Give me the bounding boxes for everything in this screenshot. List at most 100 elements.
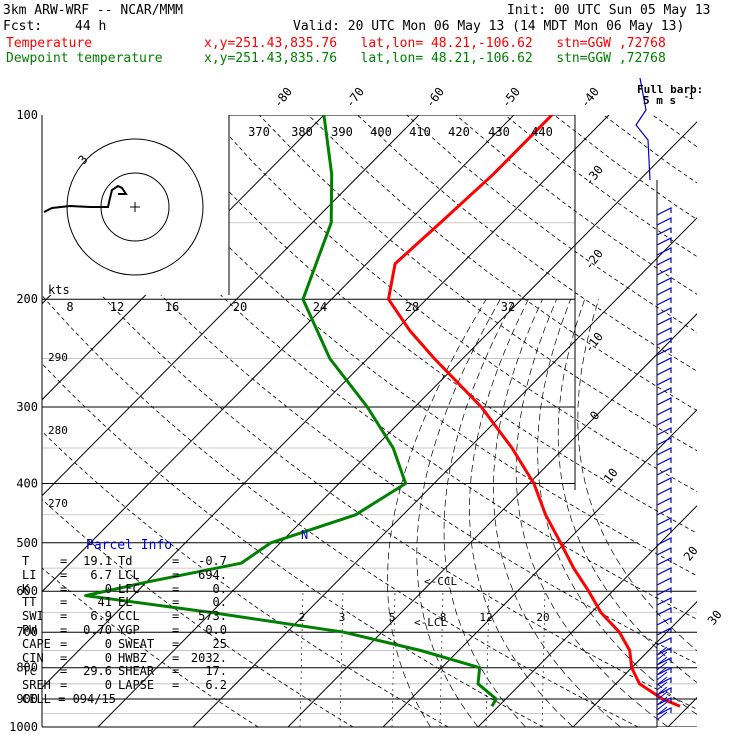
wind-barb (656, 671, 668, 681)
pressure-tick-label: 600 (16, 584, 38, 598)
parcel-equals: = (172, 650, 180, 665)
wind-barb (656, 661, 668, 671)
wind-barb (656, 597, 672, 606)
wind-barb (656, 307, 672, 316)
wind-barb (656, 637, 672, 646)
parcel-label: LAPSE (118, 678, 155, 693)
north-label: N (301, 528, 308, 542)
wind-barb (656, 427, 672, 436)
wind-barb (656, 377, 672, 386)
height-label: 280 (48, 424, 68, 437)
wind-barb (656, 627, 672, 636)
dry-adiabat (258, 115, 697, 452)
height-label: 290 (48, 351, 68, 364)
parcel-label: LCL (118, 567, 140, 582)
isotherm-label: -10 (582, 330, 606, 356)
parcel-value: 0.0 (205, 622, 227, 637)
wind-barb (656, 337, 672, 346)
theta-label: 390 (331, 125, 353, 139)
parcel-value: 0 (104, 678, 112, 693)
parcel-row: SWI = 6.9 CCL = 573. (22, 609, 252, 624)
isotherm-line (42, 115, 420, 497)
dry-adiabat (62, 115, 697, 620)
parcel-equals: = (172, 595, 180, 610)
wind-barb (656, 656, 668, 666)
parcel-value: 0 (104, 650, 112, 665)
parcel-label: CCL (118, 609, 140, 624)
parcel-equals: = (60, 554, 68, 568)
dry-adiabat (111, 115, 697, 577)
parcel-equals: = (60, 622, 68, 637)
parcel-value: 573. (198, 609, 227, 624)
parcel-equals: = (172, 581, 180, 596)
isotherm-line (42, 115, 515, 593)
isotherm-label: -60 (423, 85, 447, 111)
upper-wind-barb (635, 77, 651, 181)
wind-barb (656, 567, 672, 576)
wind-barb (656, 217, 672, 226)
moist-adiabat (387, 299, 487, 727)
wind-barb (656, 701, 668, 711)
wind-barb (656, 447, 672, 456)
wind-barb (656, 397, 672, 406)
isotherm-line (667, 696, 697, 727)
parcel-label: YGP (118, 622, 140, 637)
parcel-label: TT (22, 595, 37, 610)
isotherm-line (192, 217, 697, 727)
parcel-row: TT = 41 EL = 0. (22, 596, 252, 610)
wind-barb (656, 537, 672, 546)
dry-adiabat (42, 155, 697, 665)
wind-barb (656, 387, 672, 396)
wind-barb (656, 587, 672, 596)
parcel-label: CAPE (22, 636, 51, 651)
mixing-ratio-line (391, 591, 396, 727)
parcel-label: LI (22, 567, 37, 582)
parcel-value: 0. (212, 581, 227, 596)
parcel-value: 694. (198, 567, 227, 582)
wind-barb-legend: Full barb: 5 m s -1 (637, 83, 703, 107)
parcel-value: 17. (205, 664, 227, 679)
isotherm-line (287, 313, 697, 727)
barb-legend-superscript: -1 (684, 92, 694, 101)
wind-barb (656, 407, 672, 416)
parcel-value: 2032. (190, 650, 227, 665)
mixing-ratio-label: 12 (479, 611, 492, 624)
wind-barb (656, 687, 672, 696)
isotherm-line (382, 409, 697, 727)
pressure-tick-label: 700 (16, 625, 38, 639)
isotherm-label: 10 (601, 466, 621, 486)
temperature-location: x,y=251.43,835.76 lat,lon= 48.21,-106.62… (204, 36, 666, 51)
wind-barb (656, 257, 672, 266)
dry-adiabat (160, 115, 697, 534)
parcel-equals: = (172, 636, 180, 651)
wind-barb (656, 617, 672, 626)
wind-barb (656, 607, 672, 616)
wind-barb (656, 347, 672, 356)
isotherm-label: 0 (587, 408, 602, 422)
parcel-label: SWEAT (118, 636, 155, 651)
parcel-label: SWI (22, 609, 44, 624)
parcel-value: -0.7 (198, 554, 227, 568)
wind-barb (656, 317, 672, 326)
parcel-row: CIN = 0 HWBZ = 2032. (22, 650, 252, 666)
parcel-row: Tc = 29.6 SHEAR = 17. (22, 665, 252, 679)
wind-barb (656, 507, 672, 516)
theta-label: 380 (291, 125, 313, 139)
wind-barb (656, 527, 672, 536)
theta-label: 420 (448, 125, 470, 139)
height-label: 270 (48, 497, 68, 510)
wind-barb (656, 706, 668, 716)
pressure-tick-label: 100 (16, 108, 38, 122)
wind-barb (656, 677, 672, 686)
isotherm-label: -50 (499, 85, 523, 111)
parcel-value: 6.7 (90, 567, 112, 582)
parcel-label: T (22, 554, 30, 568)
parcel-row: CAPE = 0 SWEAT = 25 (22, 636, 252, 652)
wind-barb (656, 277, 672, 286)
parcel-equals: = (172, 678, 180, 693)
dry-adiabat (702, 115, 740, 727)
wind-barb (656, 357, 672, 366)
parcel-value: 29.6 (83, 664, 112, 679)
speed-label: 12 (110, 300, 124, 314)
